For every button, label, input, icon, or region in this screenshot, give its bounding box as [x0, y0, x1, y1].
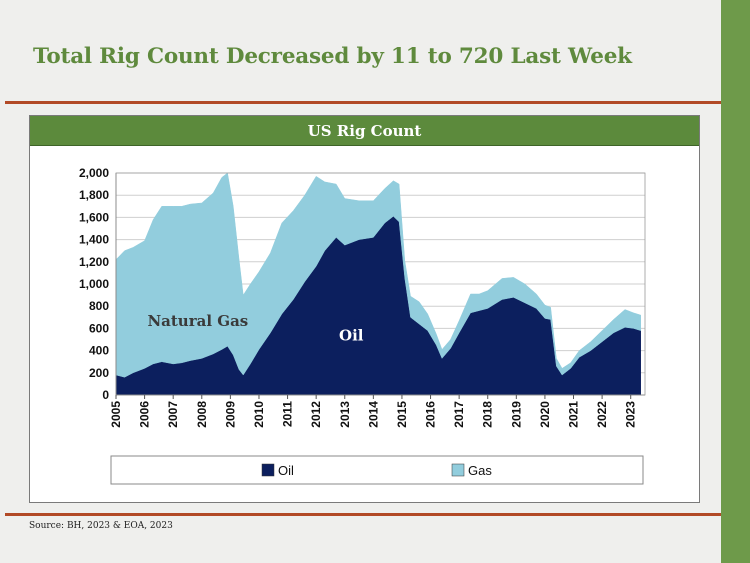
y-tick-label: 1,200 [79, 255, 109, 269]
x-tick-label: 2015 [395, 401, 409, 428]
x-tick-label: 2010 [252, 401, 266, 428]
series-area-gas [115, 172, 641, 378]
x-tick-label: 2013 [338, 401, 352, 428]
y-tick-label: 400 [89, 344, 109, 358]
right-accent-bar [721, 0, 750, 563]
x-tick-label: 2009 [223, 401, 237, 428]
legend-swatch-oil [261, 463, 275, 477]
x-tick-label: 2012 [309, 401, 323, 428]
x-tick-label: 2023 [624, 401, 638, 428]
x-tick-label: 2022 [595, 401, 609, 428]
plot-border [115, 172, 646, 396]
x-tick-label: 2021 [567, 401, 581, 428]
legend-label-gas: Gas [468, 463, 492, 478]
x-tick-label: 2007 [166, 401, 180, 428]
y-tick-label: 1,600 [79, 210, 109, 224]
y-tick-label: 200 [89, 366, 109, 380]
y-tick-label: 800 [89, 299, 109, 313]
x-tick-label: 2019 [509, 401, 523, 428]
x-tick-label: 2006 [138, 401, 152, 428]
chart-title: US Rig Count [30, 116, 699, 146]
x-tick-label: 2017 [452, 401, 466, 428]
y-tick-label: 1,400 [79, 233, 109, 247]
top-divider [5, 101, 721, 104]
x-tick-label: 2016 [424, 401, 438, 428]
y-tick-label: 1,000 [79, 277, 109, 291]
legend-swatch-gas [451, 463, 465, 477]
y-tick-label: 1,800 [79, 188, 109, 202]
legend-label-oil: Oil [278, 463, 294, 478]
annotation-oil: Oil [339, 327, 364, 345]
x-tick-label: 2011 [281, 401, 295, 427]
x-tick-label: 2018 [481, 401, 495, 428]
y-tick-label: 600 [89, 321, 109, 335]
bottom-divider [5, 513, 721, 516]
x-tick-label: 2014 [366, 401, 380, 428]
annotation-gas: Natural Gas [147, 312, 248, 330]
x-tick-label: 2005 [109, 401, 123, 428]
y-tick-label: 0 [102, 388, 109, 402]
x-tick-label: 2020 [538, 401, 552, 428]
slide-title: Total Rig Count Decreased by 11 to 720 L… [33, 44, 632, 69]
x-tick-label: 2008 [195, 401, 209, 428]
source-note: Source: BH, 2023 & EOA, 2023 [29, 521, 173, 531]
y-tick-label: 2,000 [79, 166, 109, 180]
legend-box [110, 455, 644, 485]
